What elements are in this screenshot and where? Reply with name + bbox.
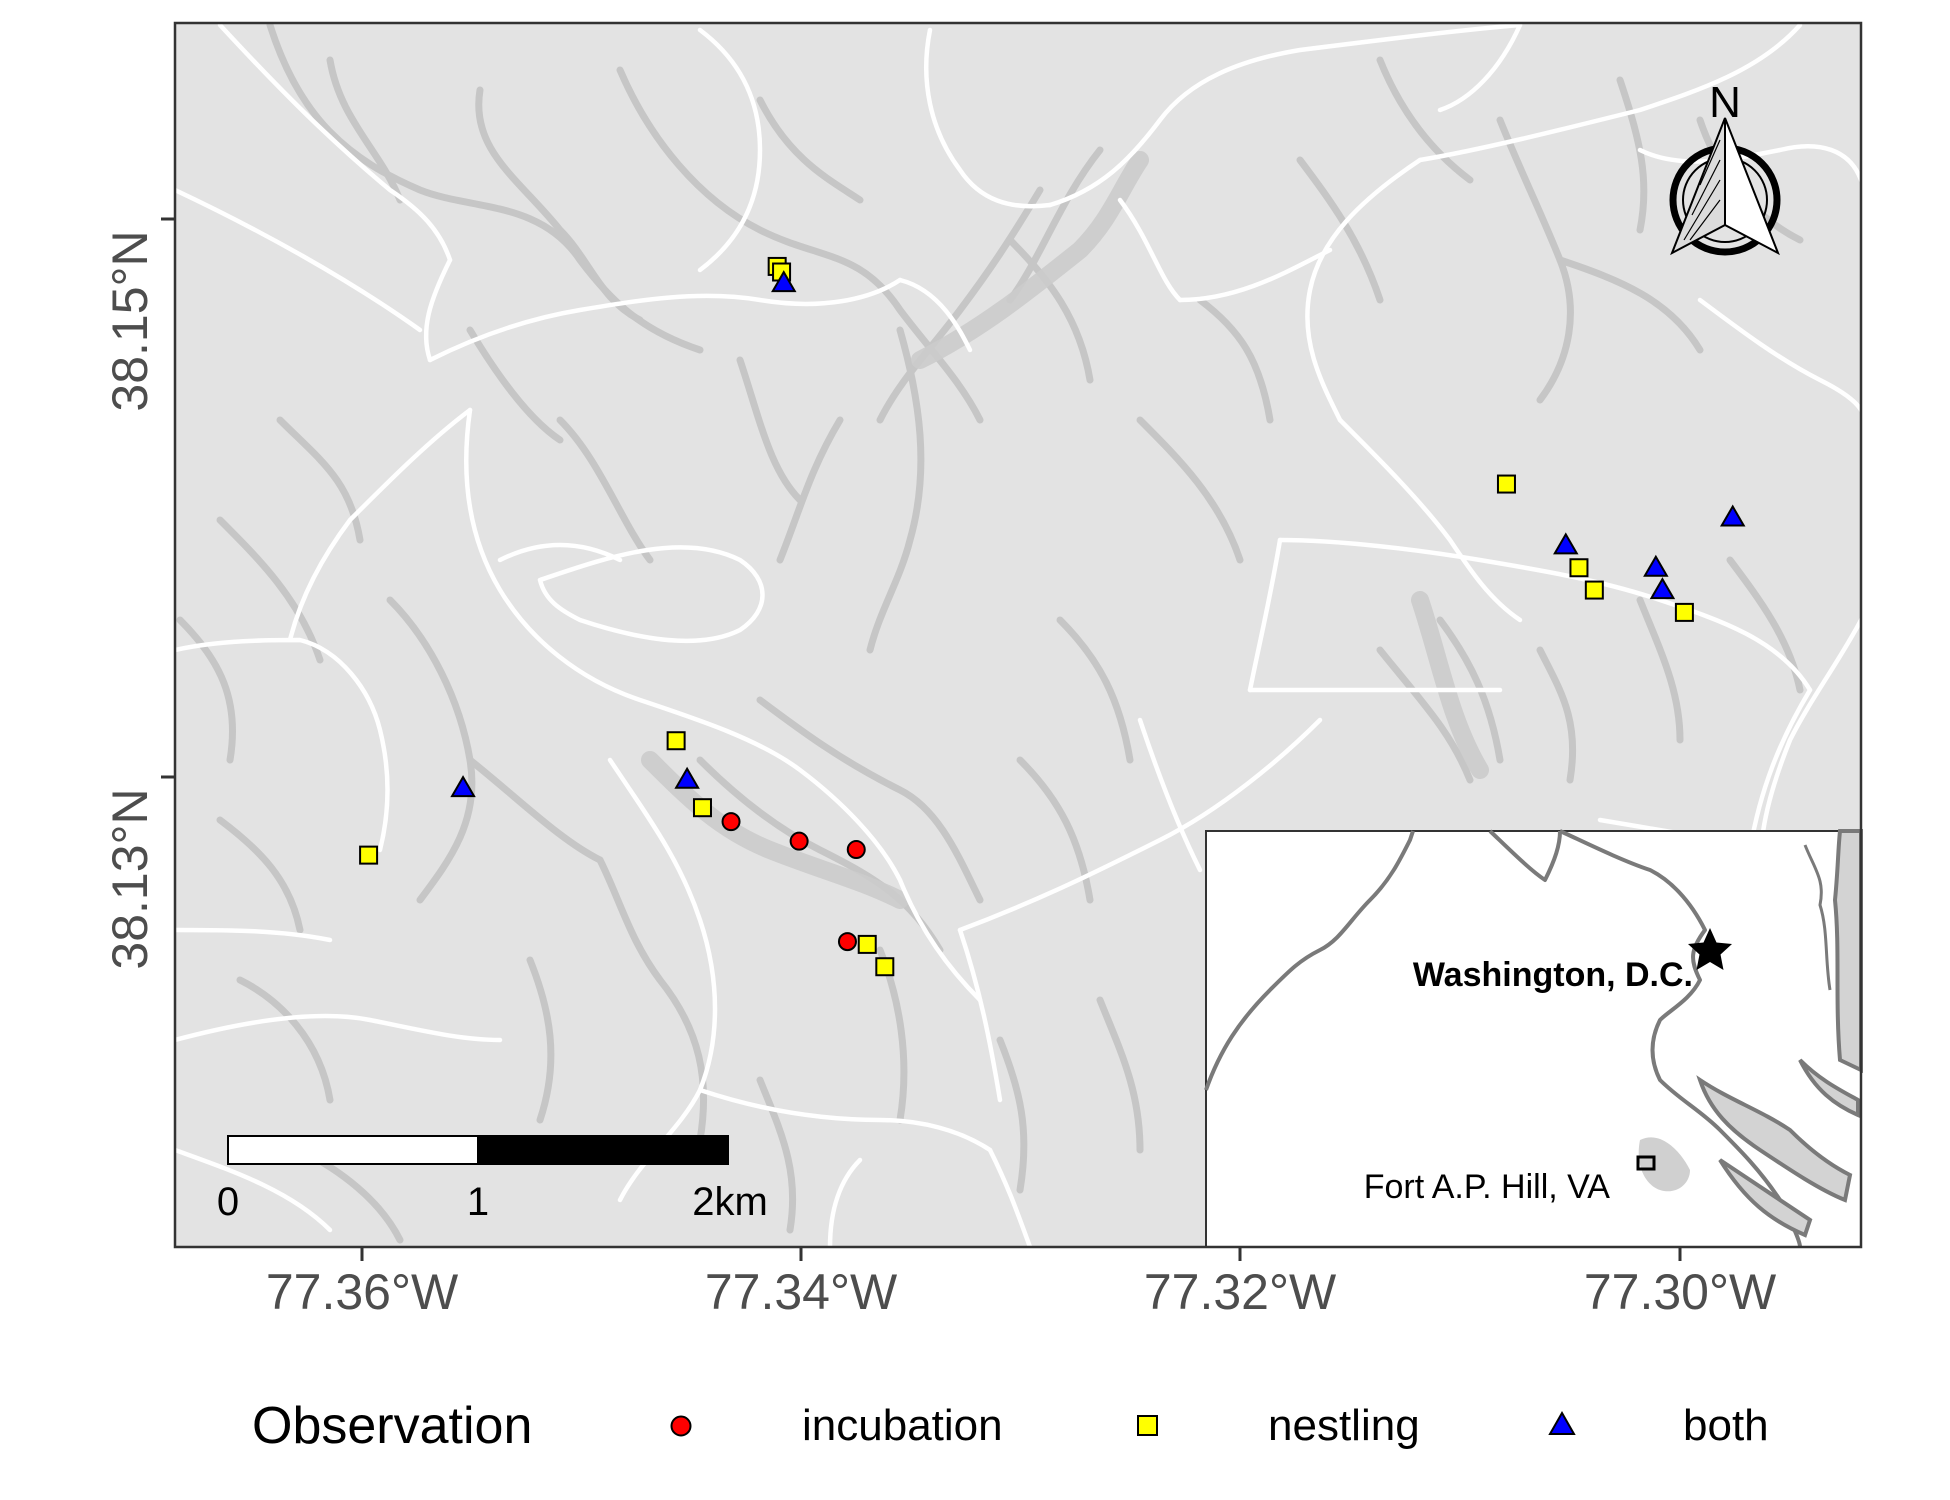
streams-layer [176, 23, 1804, 1244]
north-label: N [1709, 78, 1741, 127]
x-tick-label: 77.36°W [266, 1264, 459, 1320]
square-outline-icon [1636, 1155, 1656, 1171]
scale-bar: 0 1 2km [217, 1135, 768, 1224]
observation-point-both [1649, 577, 1676, 600]
x-tick-label: 77.32°W [1144, 1264, 1337, 1320]
map-panel-border [173, 21, 1863, 1249]
scale-bar-white-segment [227, 1135, 479, 1165]
legend-label: incubation [802, 1401, 1003, 1450]
inset-water [1696, 829, 1863, 1238]
legend-label: nestling [1268, 1401, 1420, 1450]
y-tick-label: 38.13°N [102, 788, 158, 969]
inset-coast [1803, 844, 1832, 991]
nestling-square-icon [1137, 1415, 1158, 1436]
x-axis-labels: 77.36°W 77.34°W 77.32°W 77.30°W [266, 1264, 1777, 1320]
x-tick-label: 77.34°W [705, 1264, 898, 1320]
north-arrow-icon: N [1669, 78, 1781, 256]
observation-points [359, 256, 1746, 977]
inset-boundaries [1204, 829, 1802, 1248]
observation-point-both [1719, 504, 1746, 527]
observation-point-both [771, 270, 797, 293]
fort-ap-hill-area [1638, 1137, 1690, 1192]
observation-point-both [674, 766, 700, 789]
inset-map: Washington, D.C. Fort A.P. Hill, VA [1204, 829, 1863, 1248]
observation-point-nestling [875, 957, 895, 977]
observation-point-both [1643, 554, 1669, 577]
axis-ticks [161, 217, 1682, 1261]
observation-point-nestling [666, 731, 686, 751]
observation-point-nestling [692, 798, 712, 818]
observation-point-nestling [1569, 558, 1589, 578]
y-axis-labels: 38.15°N 38.13°N [102, 230, 158, 969]
observation-point-nestling [857, 934, 877, 954]
observation-point-both [1553, 532, 1579, 555]
observation-point-incubation [721, 812, 741, 832]
scale-label-0: 0 [217, 1180, 239, 1224]
site-label: Fort A.P. Hill, VA [1364, 1168, 1611, 1206]
observation-point-nestling [1584, 580, 1604, 600]
roads-layer [175, 23, 1861, 1247]
observation-point-incubation [837, 932, 857, 952]
legend-title: Observation [252, 1397, 532, 1455]
legend-label: both [1683, 1401, 1769, 1450]
legend-item-both: both [1548, 1401, 1769, 1450]
scale-bar-black-segment [477, 1135, 729, 1165]
scale-label-1: 1 [467, 1180, 489, 1224]
observation-point-nestling [359, 845, 379, 865]
capital-label: Washington, D.C. [1413, 956, 1693, 994]
x-tick-label: 77.30°W [1584, 1264, 1777, 1320]
legend-item-nestling: nestling [1137, 1401, 1420, 1450]
legend-item-incubation: incubation [670, 1401, 1003, 1450]
both-triangle-icon [1548, 1410, 1576, 1435]
star-icon [1688, 928, 1732, 970]
y-tick-label: 38.15°N [102, 230, 158, 411]
map-panel: 0 1 2km N [161, 21, 1863, 1261]
scale-label-2km: 2km [692, 1180, 768, 1224]
observation-point-nestling [1674, 602, 1694, 622]
observation-point-both [450, 775, 476, 798]
observation-point-nestling [1496, 474, 1516, 494]
observation-point-incubation [846, 840, 866, 860]
incubation-circle-icon [670, 1415, 692, 1437]
legend: Observation incubation nestling both [252, 1397, 1769, 1455]
observation-point-incubation [789, 831, 809, 851]
